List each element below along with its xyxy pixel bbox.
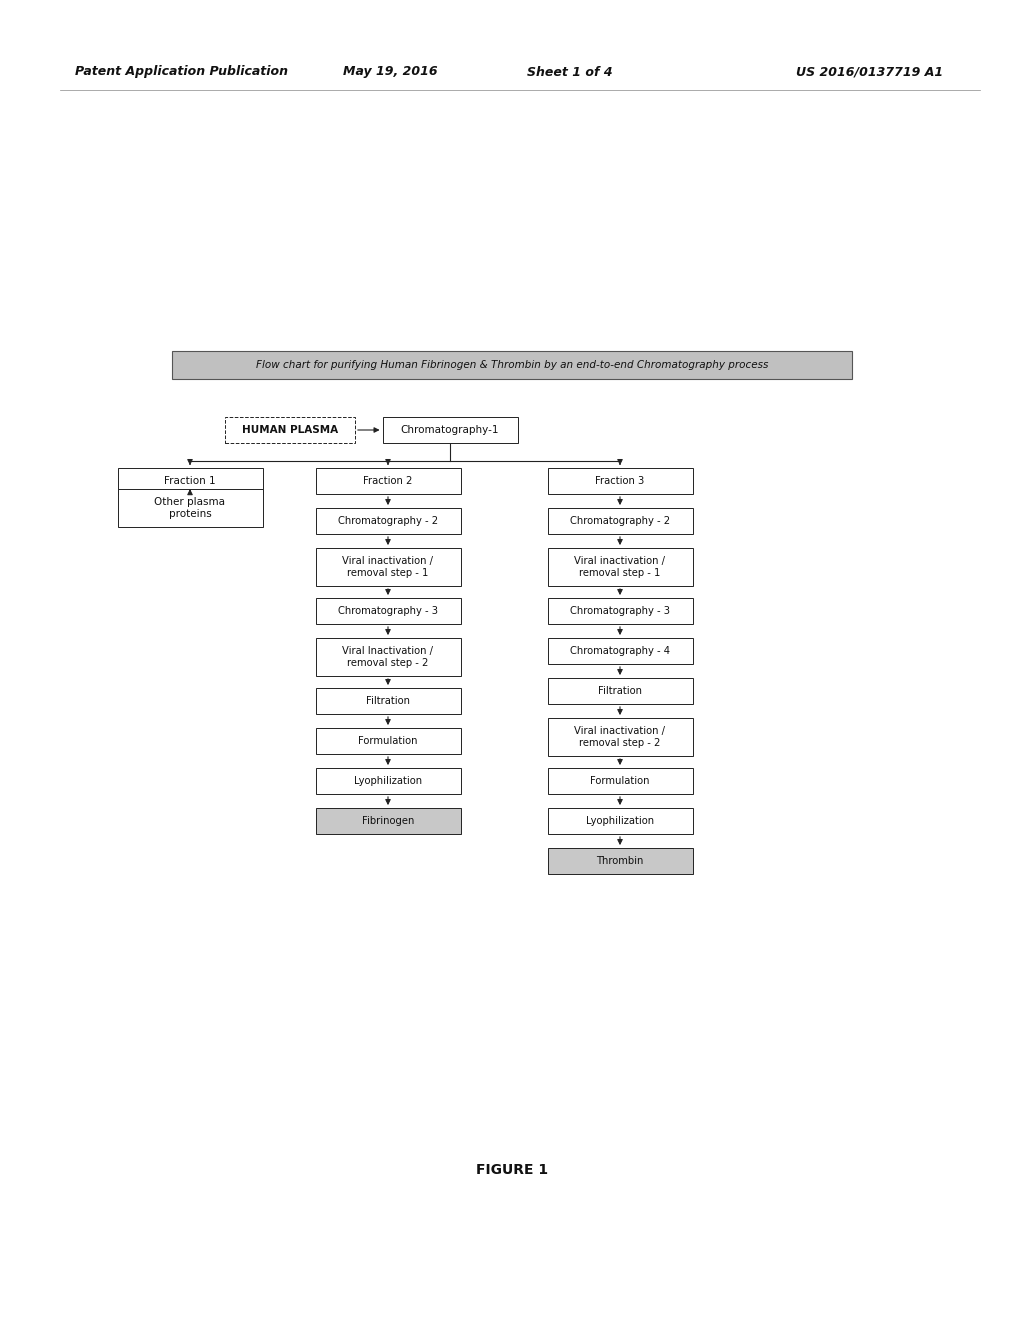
- FancyBboxPatch shape: [548, 808, 692, 834]
- FancyBboxPatch shape: [548, 548, 692, 586]
- Text: Fraction 2: Fraction 2: [364, 477, 413, 486]
- Text: Thrombin: Thrombin: [596, 855, 644, 866]
- Text: Flow chart for purifying Human Fibrinogen & Thrombin by an end-to-end Chromatogr: Flow chart for purifying Human Fibrinoge…: [256, 360, 768, 370]
- FancyBboxPatch shape: [548, 678, 692, 704]
- Text: US 2016/0137719 A1: US 2016/0137719 A1: [797, 66, 943, 78]
- Text: Viral inactivation /
removal step - 1: Viral inactivation / removal step - 1: [574, 556, 666, 578]
- Text: Chromatography - 2: Chromatography - 2: [338, 516, 438, 525]
- Text: Fibrinogen: Fibrinogen: [361, 816, 414, 826]
- FancyBboxPatch shape: [548, 598, 692, 624]
- FancyBboxPatch shape: [548, 718, 692, 756]
- Text: HUMAN PLASMA: HUMAN PLASMA: [242, 425, 338, 436]
- Text: Fraction 3: Fraction 3: [595, 477, 645, 486]
- FancyBboxPatch shape: [383, 417, 517, 444]
- Text: May 19, 2016: May 19, 2016: [343, 66, 437, 78]
- Text: Chromatography - 2: Chromatography - 2: [570, 516, 670, 525]
- FancyBboxPatch shape: [548, 469, 692, 494]
- FancyBboxPatch shape: [118, 469, 262, 494]
- FancyBboxPatch shape: [172, 351, 852, 379]
- Text: Filtration: Filtration: [598, 686, 642, 696]
- FancyBboxPatch shape: [548, 847, 692, 874]
- FancyBboxPatch shape: [315, 469, 461, 494]
- FancyBboxPatch shape: [315, 729, 461, 754]
- Text: Viral inactivation /
removal step - 2: Viral inactivation / removal step - 2: [574, 726, 666, 748]
- FancyBboxPatch shape: [315, 808, 461, 834]
- FancyBboxPatch shape: [548, 638, 692, 664]
- FancyBboxPatch shape: [315, 768, 461, 795]
- FancyBboxPatch shape: [315, 638, 461, 676]
- Text: Chromatography - 4: Chromatography - 4: [570, 645, 670, 656]
- FancyBboxPatch shape: [315, 598, 461, 624]
- FancyBboxPatch shape: [118, 488, 262, 527]
- FancyBboxPatch shape: [225, 417, 355, 444]
- Text: Patent Application Publication: Patent Application Publication: [75, 66, 288, 78]
- Text: Formulation: Formulation: [590, 776, 650, 785]
- Text: Other plasma
proteins: Other plasma proteins: [155, 498, 225, 519]
- Text: Fraction 1: Fraction 1: [164, 477, 216, 486]
- Text: Chromatography - 3: Chromatography - 3: [570, 606, 670, 616]
- FancyBboxPatch shape: [315, 688, 461, 714]
- Text: FIGURE 1: FIGURE 1: [476, 1163, 548, 1177]
- FancyBboxPatch shape: [548, 768, 692, 795]
- Text: Sheet 1 of 4: Sheet 1 of 4: [527, 66, 612, 78]
- Text: Chromatography-1: Chromatography-1: [400, 425, 500, 436]
- FancyBboxPatch shape: [315, 508, 461, 535]
- Text: Filtration: Filtration: [366, 696, 410, 706]
- FancyBboxPatch shape: [315, 548, 461, 586]
- FancyBboxPatch shape: [548, 508, 692, 535]
- Text: Viral inactivation /
removal step - 1: Viral inactivation / removal step - 1: [342, 556, 433, 578]
- Text: Lyophilization: Lyophilization: [354, 776, 422, 785]
- Text: Lyophilization: Lyophilization: [586, 816, 654, 826]
- Text: Formulation: Formulation: [358, 737, 418, 746]
- Text: Viral Inactivation /
removal step - 2: Viral Inactivation / removal step - 2: [342, 647, 433, 668]
- Text: Chromatography - 3: Chromatography - 3: [338, 606, 438, 616]
